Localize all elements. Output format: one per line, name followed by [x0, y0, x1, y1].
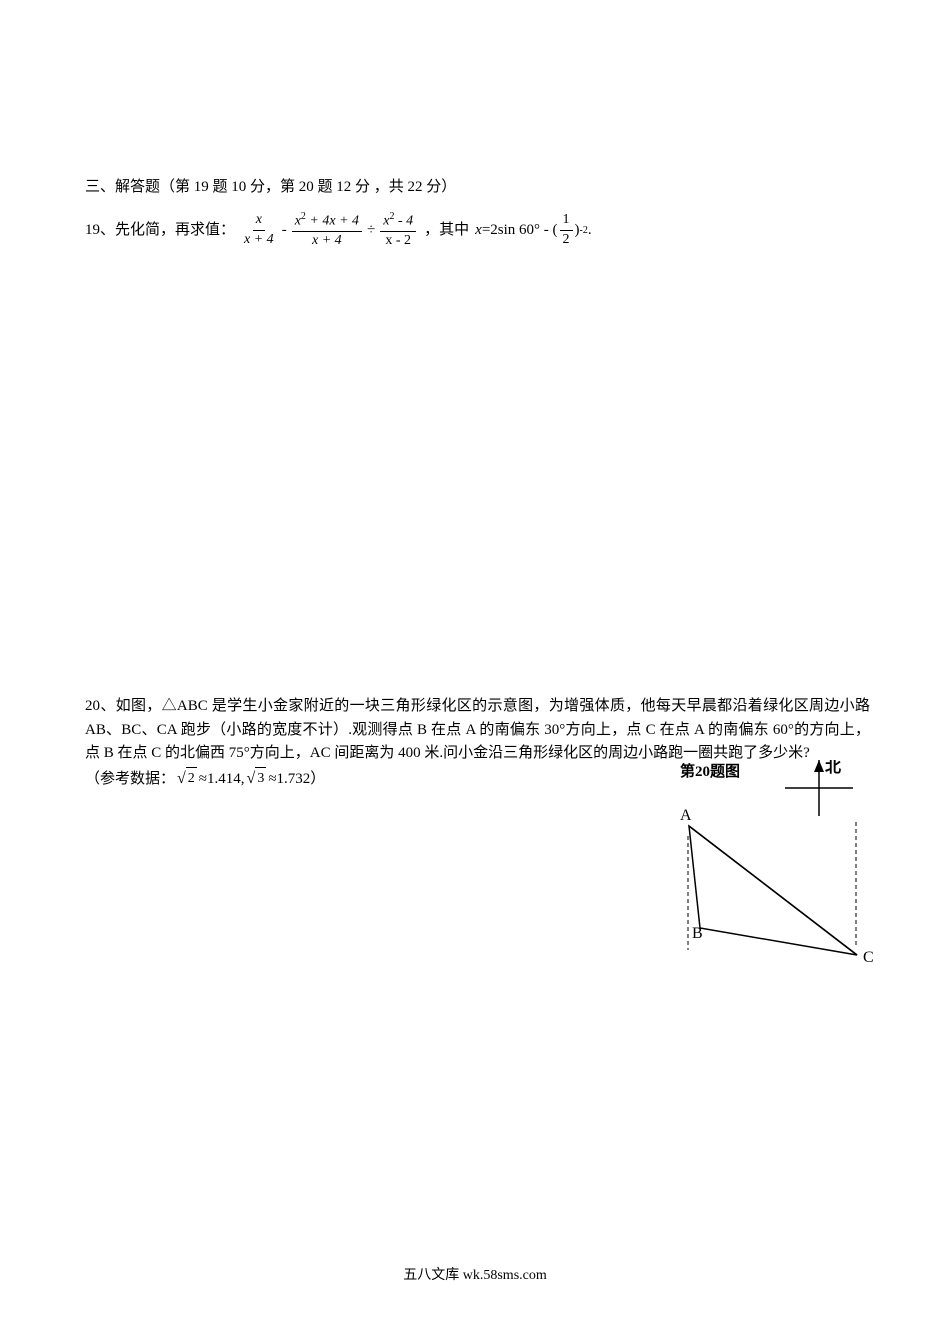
- frac3-den: x - 2: [382, 232, 414, 250]
- sqrt2-content: 2: [186, 767, 197, 790]
- diagram-label: 第20题图: [680, 760, 740, 781]
- ref-prefix: （参考数据：: [85, 768, 175, 791]
- rhs-eq: =: [482, 217, 490, 244]
- sqrt3-content: 3: [255, 767, 266, 790]
- frac1-den: x + 4: [241, 231, 277, 249]
- north-label: 北: [825, 760, 841, 776]
- frac1: x x + 4: [241, 212, 277, 249]
- point-c-label: C: [863, 949, 874, 966]
- ref-suffix: ）: [310, 768, 325, 791]
- line-ac: [689, 826, 857, 955]
- frac2: x2 + 4x + 4 x + 4: [292, 211, 362, 250]
- sqrt-sign-icon: √: [177, 767, 186, 792]
- frac3: x2 - 4 x - 2: [380, 211, 416, 250]
- rhs-2sin: 2sin 60° - (: [490, 217, 557, 244]
- p20-text: 20、如图，△ABC 是学生小金家附近的一块三角形绿化区的示意图，为增强体质，他…: [85, 695, 870, 765]
- p19-expression: x x + 4 - x2 + 4x + 4 x + 4 ÷ x2 - 4 x -…: [239, 211, 592, 250]
- diagram-20: 第20题图 北 A B C: [625, 760, 885, 1000]
- sqrt3: √ 3: [247, 767, 267, 792]
- point-a-label: A: [680, 807, 692, 824]
- sqrt2: √ 2: [177, 767, 197, 792]
- north-arrowhead-icon: [814, 760, 824, 772]
- rhs-frac: 1 2: [560, 212, 573, 249]
- approx3: ≈1.732: [268, 768, 310, 791]
- rhs-frac-num: 1: [560, 212, 573, 231]
- sqrt-sign-icon: √: [247, 767, 256, 792]
- rhs-exp: -2: [580, 222, 588, 240]
- approx2: ≈1.414,: [199, 768, 245, 791]
- frac3-num: x2 - 4: [380, 211, 416, 232]
- divide-op: ÷: [367, 217, 375, 244]
- triangle-diagram: 北 A B C: [625, 760, 885, 1000]
- rhs-period: .: [588, 217, 592, 244]
- p19-mid: ，其中: [424, 217, 469, 244]
- page-footer: 五八文库 wk.58sms.com: [0, 1264, 950, 1284]
- frac1-num: x: [253, 212, 265, 231]
- p19-prefix: 19、先化简，再求值：: [85, 217, 235, 244]
- problem-19: 19、先化简，再求值： x x + 4 - x2 + 4x + 4 x + 4 …: [85, 211, 870, 250]
- rhs-x: x: [475, 217, 482, 244]
- minus-op: -: [282, 217, 287, 244]
- point-b-label: B: [692, 925, 703, 942]
- frac2-den: x + 4: [309, 232, 345, 250]
- rhs-frac-den: 2: [560, 231, 573, 249]
- frac2-num: x2 + 4x + 4: [292, 211, 362, 232]
- section-header: 三、解答题（第 19 题 10 分，第 20 题 12 分 ，共 22 分）: [85, 175, 870, 199]
